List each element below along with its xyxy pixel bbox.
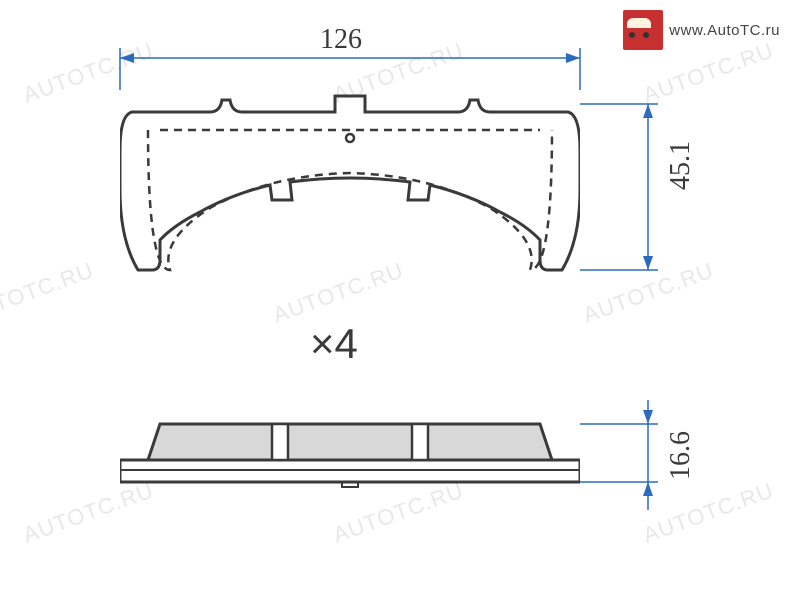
dim-thickness-label: 16.6 <box>665 431 697 480</box>
brand-logo: www.AutoTC.ru <box>623 10 780 50</box>
logo-icon <box>623 10 663 50</box>
dim-thickness <box>580 400 720 520</box>
dim-height-label: 45.1 <box>665 141 697 190</box>
watermark: AUTOTC.RU <box>0 257 97 328</box>
quantity-label: ×4 <box>310 320 358 368</box>
brand-url: www.AutoTC.ru <box>669 22 780 39</box>
brake-pad-front-view <box>120 90 580 290</box>
dim-width-label: 126 <box>320 24 362 56</box>
dim-height <box>580 90 720 290</box>
brake-pad-side-view <box>120 420 580 490</box>
